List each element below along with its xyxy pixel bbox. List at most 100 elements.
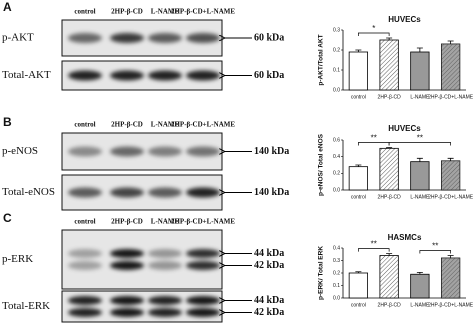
- lane-label: L-NAME: [151, 121, 180, 129]
- kda-label: 44 kDa: [254, 248, 284, 259]
- significance-bracket: [358, 142, 390, 146]
- y-tick-label: 0.2: [333, 171, 340, 177]
- lane-label: 2HP-β-CD: [111, 8, 143, 16]
- y-tick-label: 0.4: [333, 245, 340, 251]
- blot-frame: [61, 229, 223, 290]
- significance-label: **: [371, 134, 377, 143]
- row-label: p-AKT: [2, 32, 34, 44]
- band: [68, 33, 102, 43]
- band: [186, 296, 220, 305]
- band: [148, 308, 182, 317]
- x-tick-label: control: [351, 302, 366, 308]
- error-bar: [416, 271, 423, 275]
- blot-bands: [68, 249, 220, 270]
- y-tick-label: 0.1: [333, 283, 340, 289]
- error-bar: [447, 157, 454, 161]
- kda-label: 42 kDa: [254, 260, 284, 271]
- kda-label: 60 kDa: [254, 32, 284, 43]
- bar: [379, 147, 399, 191]
- x-tick-label: L-NAME: [410, 94, 430, 100]
- row-label: Total-AKT: [2, 69, 51, 81]
- y-tick-label: 0.0: [333, 295, 340, 301]
- chart-title: HUVECs: [388, 15, 421, 24]
- band: [110, 261, 144, 270]
- band: [68, 308, 102, 317]
- bar: [348, 272, 368, 299]
- panel-label: B: [3, 115, 12, 129]
- kda-label: 140 kDa: [254, 187, 289, 198]
- bar-tint: [441, 44, 460, 90]
- row-label: p-eNOS: [2, 145, 38, 157]
- significance-label: *: [372, 24, 375, 33]
- kda-label: 140 kDa: [254, 146, 289, 157]
- x-tick-label: 2HP-β-CD+L-NAME: [428, 302, 474, 308]
- lane-label: 2HP-β-CD+L-NAME: [171, 121, 235, 129]
- row-label: Total-eNOS: [2, 186, 55, 198]
- y-tick-label: 0.4: [333, 154, 340, 160]
- panel-label: C: [3, 211, 12, 225]
- kda-label: 42 kDa: [254, 307, 284, 318]
- x-tick-label: 2HP-β-CD+L-NAME: [428, 94, 474, 100]
- y-tick-label: 0.3: [333, 27, 340, 33]
- band: [186, 261, 220, 270]
- lane-label: 2HP-β-CD: [111, 121, 143, 129]
- band: [110, 308, 144, 317]
- blot-bands: [68, 146, 220, 157]
- y-tick-label: 0.2: [333, 47, 340, 53]
- bar: [410, 161, 430, 191]
- panel-label: A: [3, 0, 12, 14]
- y-axis-title: p-ERK/ Total ERK: [318, 246, 325, 300]
- error-bar: [447, 255, 454, 258]
- band: [68, 261, 102, 270]
- band: [68, 146, 102, 157]
- y-axis-title: p-AKT/Total AKT: [318, 34, 325, 85]
- band: [148, 33, 182, 43]
- band: [148, 296, 182, 305]
- lane-label: control: [74, 218, 95, 226]
- significance-label: **: [371, 240, 377, 249]
- bar-tint: [441, 258, 460, 298]
- lane-label: control: [74, 8, 95, 16]
- lane-label: 2HP-β-CD+L-NAME: [171, 218, 235, 226]
- error-bar: [355, 164, 362, 167]
- band: [186, 308, 220, 317]
- band: [186, 146, 220, 157]
- band: [68, 187, 102, 198]
- bar: [410, 273, 430, 299]
- band: [148, 249, 182, 258]
- significance-bracket: [358, 248, 390, 252]
- error-bar: [447, 40, 454, 44]
- significance-bracket: [388, 142, 451, 146]
- x-tick-label: control: [351, 94, 366, 100]
- row-label: p-ERK: [2, 253, 33, 265]
- y-tick-label: 0.3: [333, 258, 340, 264]
- band: [110, 70, 144, 81]
- kda-label: 60 kDa: [254, 70, 284, 81]
- lane-label: L-NAME: [151, 218, 180, 226]
- error-bar: [355, 271, 362, 273]
- y-axis-title: p-eNOS/ Total eNOS: [318, 133, 325, 196]
- blot-bands: [68, 70, 220, 81]
- y-tick-label: 0.2: [333, 270, 340, 276]
- blot-bands: [68, 187, 220, 198]
- x-tick-label: L-NAME: [410, 194, 430, 200]
- band: [186, 187, 220, 198]
- bar: [348, 166, 368, 191]
- band: [68, 296, 102, 305]
- band: [110, 249, 144, 258]
- band: [68, 249, 102, 258]
- band: [186, 249, 220, 258]
- error-bar: [355, 49, 362, 52]
- error-bar: [386, 37, 393, 40]
- band: [68, 70, 102, 81]
- band: [110, 296, 144, 305]
- lane-label: control: [74, 121, 95, 129]
- band: [148, 187, 182, 198]
- band: [186, 70, 220, 81]
- band: [110, 146, 144, 157]
- bar: [379, 255, 399, 299]
- band: [110, 187, 144, 198]
- band: [148, 146, 182, 157]
- band: [148, 70, 182, 81]
